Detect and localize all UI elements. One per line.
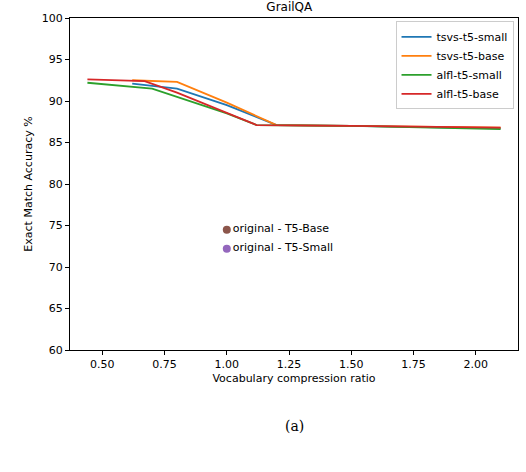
svg-text:75: 75	[49, 219, 63, 232]
svg-text:0.75: 0.75	[152, 358, 177, 371]
svg-text:tsvs-t5-base: tsvs-t5-base	[437, 50, 505, 63]
svg-text:original - T5-Base: original - T5-Base	[233, 222, 329, 235]
svg-text:0.50: 0.50	[90, 358, 115, 371]
svg-text:1.50: 1.50	[339, 358, 364, 371]
svg-text:65: 65	[49, 302, 63, 315]
svg-text:90: 90	[49, 95, 63, 108]
svg-text:GrailQA: GrailQA	[266, 0, 313, 14]
svg-text:1.25: 1.25	[277, 358, 302, 371]
svg-text:1.75: 1.75	[401, 358, 426, 371]
svg-text:95: 95	[49, 53, 63, 66]
svg-text:original - T5-Small: original - T5-Small	[233, 241, 333, 254]
svg-text:alfl-t5-base: alfl-t5-base	[437, 88, 499, 101]
svg-text:60: 60	[49, 344, 63, 357]
svg-text:tsvs-t5-small: tsvs-t5-small	[437, 31, 508, 44]
svg-text:alfl-t5-small: alfl-t5-small	[437, 69, 502, 82]
svg-text:70: 70	[49, 261, 63, 274]
svg-text:Vocabulary compression ratio: Vocabulary compression ratio	[212, 372, 375, 385]
svg-text:100: 100	[42, 12, 63, 25]
svg-text:1.00: 1.00	[215, 358, 240, 371]
svg-text:85: 85	[49, 136, 63, 149]
svg-text:2.00: 2.00	[463, 358, 488, 371]
svg-text:Exact Match Accuracy %: Exact Match Accuracy %	[22, 116, 35, 251]
svg-text:80: 80	[49, 178, 63, 191]
svg-text:(a): (a)	[285, 418, 304, 434]
